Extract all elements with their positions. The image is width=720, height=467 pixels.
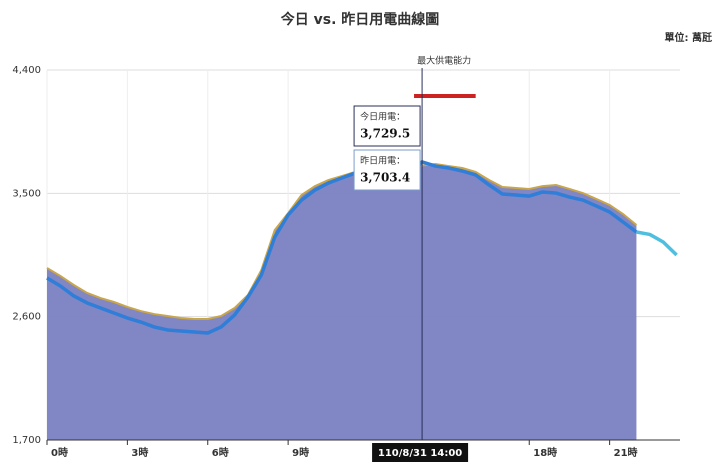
x-tick-label: 18時 [533, 446, 557, 459]
capacity-label: 最大供電能力 [417, 55, 471, 67]
x-tick-label: 21時 [614, 446, 638, 459]
tooltip-name: 昨日用電： [360, 155, 405, 167]
y-tick-label: 1,700 [12, 435, 41, 446]
tooltip-value: 3,703.4 [360, 171, 410, 185]
area [47, 163, 637, 440]
tooltip-box [353, 149, 421, 191]
cursor-label: 110/8/31 14:00 [378, 448, 462, 459]
unit-label: 單位: 萬瓩 [665, 31, 712, 44]
x-tick-label: 6時 [212, 446, 229, 459]
tooltip-box [353, 105, 421, 147]
x-tick-label: 9時 [292, 446, 309, 459]
x-tick-label: 3時 [131, 446, 148, 459]
line [636, 230, 678, 257]
area-edge [46, 162, 638, 320]
y-tick-label: 2,600 [12, 312, 41, 323]
tooltip-value: 3,729.5 [360, 127, 410, 141]
x-tick-label: 0時 [51, 446, 68, 459]
chart-title: 今日 vs. 昨日用電曲線圖 [280, 11, 440, 28]
tooltip-name: 今日用電： [360, 111, 405, 123]
y-tick-label: 4,400 [12, 65, 41, 76]
line [46, 160, 638, 335]
cursor-label-box [372, 443, 469, 462]
y-tick-label: 3,500 [12, 188, 41, 199]
